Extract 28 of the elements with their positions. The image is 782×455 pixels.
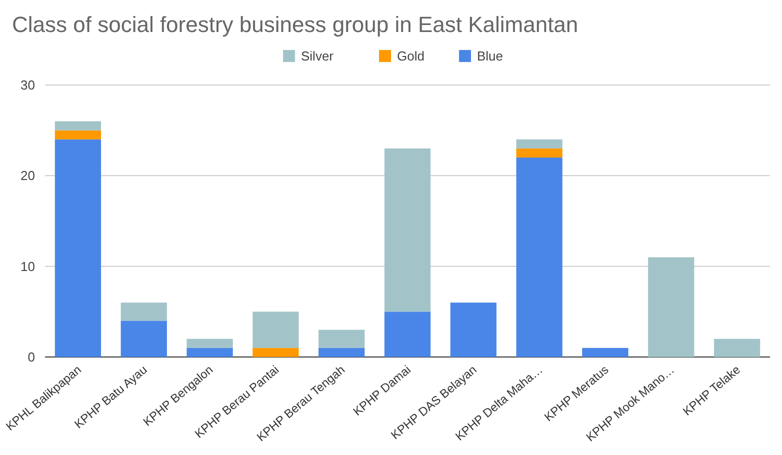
bar (54, 139, 102, 357)
bar (54, 121, 102, 130)
bar (714, 338, 760, 357)
bar (186, 348, 233, 357)
bar (252, 348, 299, 357)
bar (318, 348, 365, 357)
bar (54, 130, 102, 140)
bar (450, 302, 496, 357)
bar (186, 338, 233, 348)
y-tick-label: 10 (20, 258, 35, 274)
chart-title: Class of social forestry business group in East Kalimantan (12, 12, 578, 37)
bar (120, 320, 167, 357)
bar (252, 312, 299, 348)
bar (516, 148, 562, 158)
legend-label: Silver (301, 48, 334, 64)
legend-label: Gold (397, 48, 424, 64)
bar (120, 302, 167, 321)
bar (582, 348, 628, 357)
bar (516, 158, 562, 357)
bar (516, 139, 562, 148)
legend-label: Blue (477, 48, 504, 64)
y-tick-label: 20 (20, 168, 35, 184)
bar (648, 257, 694, 357)
bar (384, 312, 431, 357)
bar (384, 148, 431, 312)
y-tick-label: 0 (28, 350, 35, 365)
bar (318, 330, 365, 348)
y-tick-label: 30 (20, 78, 35, 93)
